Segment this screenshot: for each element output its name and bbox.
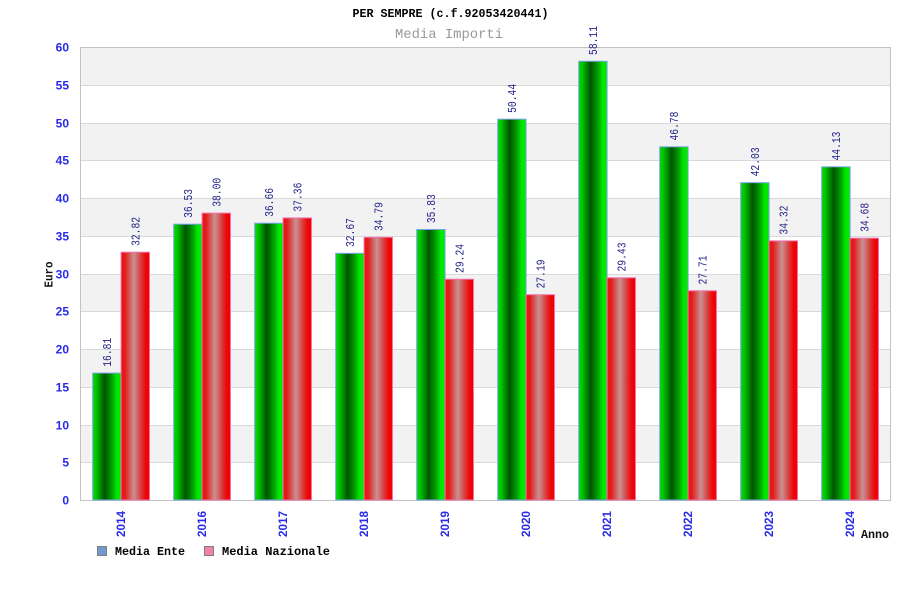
svg-text:42.03: 42.03 (750, 147, 763, 176)
svg-text:50.44: 50.44 (507, 84, 520, 113)
svg-text:2023: 2023 (762, 511, 776, 537)
svg-text:10: 10 (56, 418, 70, 432)
svg-text:44.13: 44.13 (831, 131, 844, 160)
svg-text:60: 60 (56, 40, 70, 54)
svg-text:Euro: Euro (43, 262, 57, 288)
svg-text:Anno: Anno (861, 528, 889, 542)
svg-text:2024: 2024 (843, 511, 857, 537)
svg-text:37.36: 37.36 (293, 183, 306, 212)
svg-text:45: 45 (56, 153, 70, 167)
svg-text:36.53: 36.53 (183, 189, 196, 218)
svg-text:38.00: 38.00 (212, 178, 225, 207)
svg-text:Media Nazionale: Media Nazionale (222, 545, 330, 559)
svg-text:2016: 2016 (195, 511, 209, 537)
svg-text:27.19: 27.19 (536, 259, 549, 288)
svg-text:30: 30 (56, 267, 70, 281)
svg-text:32.67: 32.67 (345, 218, 358, 247)
svg-text:2021: 2021 (600, 511, 614, 537)
svg-text:2017: 2017 (276, 511, 290, 537)
svg-text:15: 15 (56, 380, 70, 394)
svg-text:PER SEMPRE (c.f.92053420441): PER SEMPRE (c.f.92053420441) (353, 7, 549, 21)
svg-text:55: 55 (56, 78, 70, 92)
svg-text:50: 50 (56, 116, 70, 130)
svg-text:34.32: 34.32 (779, 206, 792, 235)
svg-text:34.68: 34.68 (860, 203, 873, 232)
svg-text:27.71: 27.71 (698, 255, 711, 284)
svg-text:2018: 2018 (357, 511, 371, 537)
svg-text:2020: 2020 (519, 511, 533, 537)
svg-text:46.78: 46.78 (669, 111, 682, 140)
svg-text:25: 25 (56, 304, 70, 318)
svg-text:34.79: 34.79 (374, 202, 387, 231)
svg-text:2022: 2022 (681, 511, 695, 537)
svg-text:32.82: 32.82 (131, 217, 144, 246)
svg-text:2014: 2014 (114, 511, 128, 537)
svg-text:Media Importi: Media Importi (395, 27, 503, 43)
svg-text:Media Ente: Media Ente (115, 545, 185, 559)
svg-text:5: 5 (62, 455, 69, 469)
svg-text:35.83: 35.83 (426, 194, 439, 223)
svg-text:0: 0 (62, 493, 69, 507)
svg-text:2019: 2019 (438, 511, 452, 537)
svg-text:29.24: 29.24 (455, 244, 468, 273)
svg-text:35: 35 (56, 229, 70, 243)
svg-text:16.81: 16.81 (102, 338, 115, 367)
svg-text:36.66: 36.66 (264, 188, 277, 217)
svg-text:40: 40 (56, 191, 70, 205)
svg-text:58.11: 58.11 (588, 26, 601, 55)
svg-text:20: 20 (56, 342, 70, 356)
svg-text:29.43: 29.43 (617, 242, 630, 271)
